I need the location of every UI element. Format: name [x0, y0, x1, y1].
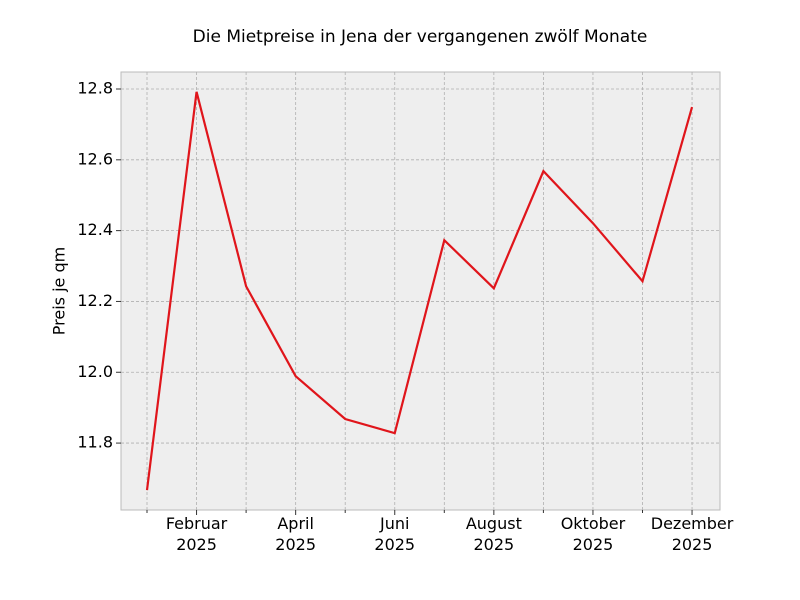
x-tick-label: April 2025 [275, 514, 316, 554]
plot-area [120, 71, 721, 511]
y-axis-label: Preis je qm [50, 247, 69, 335]
y-tick-label: 12.2 [77, 291, 113, 310]
x-tick-label: Oktober 2025 [560, 514, 626, 554]
y-tick-label: 12.6 [77, 149, 113, 168]
y-tick-label: 11.8 [77, 433, 113, 452]
line [145, 91, 694, 491]
y-tick-label: 12.4 [77, 220, 113, 239]
x-tick-label: Dezember 2025 [650, 514, 734, 554]
x-tick-label: Februar 2025 [165, 514, 228, 554]
x-tick-label: August 2025 [465, 514, 522, 554]
chart-title: Die Mietpreise in Jena der vergangenen z… [193, 27, 648, 47]
y-tick-label: 12.0 [77, 362, 113, 381]
x-tick-label: Juni 2025 [374, 514, 416, 554]
y-tick-label: 12.8 [77, 78, 113, 97]
